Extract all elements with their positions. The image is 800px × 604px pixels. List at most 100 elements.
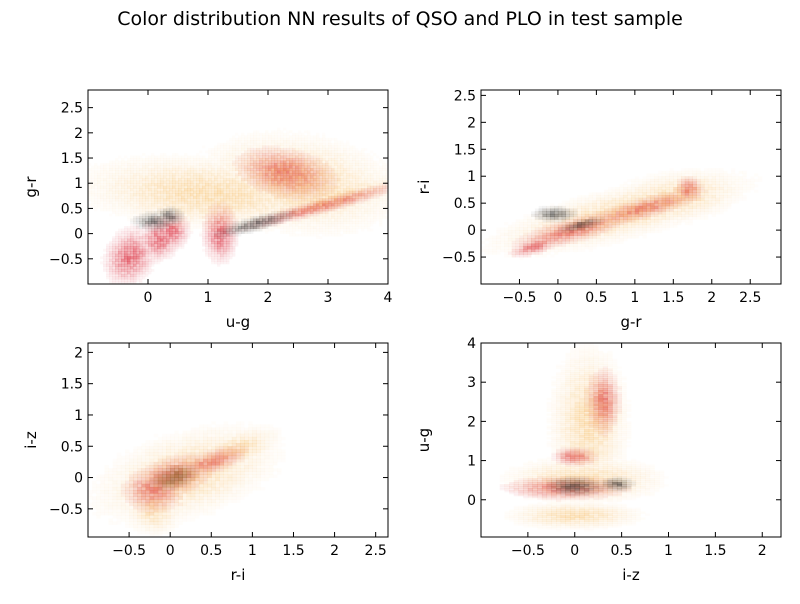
density-cell — [379, 178, 383, 182]
density-cell — [370, 165, 374, 169]
density-cell — [307, 205, 311, 209]
density-cell — [331, 215, 335, 219]
density-cell — [232, 251, 236, 255]
density-cell — [355, 195, 359, 199]
density-cell — [232, 140, 235, 143]
density-cell — [316, 178, 320, 182]
density-cell — [133, 168, 137, 172]
density-cell — [109, 198, 113, 202]
density-cell — [307, 165, 311, 169]
density-cell — [139, 190, 143, 194]
density-cell — [130, 271, 134, 275]
density-cell — [220, 215, 224, 219]
density-cell — [244, 150, 248, 154]
density-cell — [250, 135, 253, 138]
density-cell — [274, 221, 278, 224]
density-cell — [118, 246, 122, 250]
density-cell — [268, 213, 272, 217]
density-cell — [151, 233, 155, 237]
density-cell — [244, 163, 248, 166]
density-cell — [310, 208, 314, 212]
density-cell — [286, 168, 290, 172]
density-cell — [235, 195, 239, 199]
density-cell — [220, 258, 224, 262]
density-cell — [196, 175, 200, 179]
density-cell — [178, 190, 182, 194]
density-cell — [238, 198, 242, 202]
density-cell — [124, 236, 128, 240]
density-cell — [211, 203, 215, 207]
density-cell — [178, 233, 182, 237]
density-cell — [280, 150, 284, 154]
density-cell — [211, 241, 215, 245]
density-cell — [253, 170, 257, 174]
density-cell — [139, 243, 143, 247]
density-cell — [130, 216, 133, 219]
density-cell — [187, 183, 191, 187]
density-cell — [274, 133, 277, 136]
density-cell — [124, 256, 128, 260]
density-cell — [154, 183, 158, 187]
density-cell — [274, 223, 278, 227]
density-cell — [280, 160, 284, 164]
density-cell — [130, 198, 134, 202]
density-cell — [223, 226, 227, 229]
density-cell — [145, 203, 149, 207]
density-cell — [274, 200, 278, 204]
density-cell — [214, 200, 218, 204]
density-cell — [265, 183, 269, 187]
density-cell — [220, 261, 224, 265]
density-cell — [301, 173, 305, 177]
density-cell — [340, 205, 344, 209]
density-cell — [289, 165, 293, 169]
density-cell — [154, 223, 158, 227]
density-cell — [208, 236, 212, 240]
density-cell — [277, 165, 281, 169]
density-cell — [133, 156, 136, 159]
density-cell — [193, 210, 197, 214]
density-cell — [328, 180, 332, 184]
density-cell — [337, 200, 341, 204]
density-cell — [304, 170, 308, 174]
density-cell — [166, 193, 170, 197]
density-cell — [292, 205, 296, 209]
density-cell — [127, 160, 131, 164]
density-cell — [157, 236, 161, 240]
density-cell — [172, 213, 176, 217]
density-cell — [127, 180, 131, 184]
density-cell — [103, 201, 106, 204]
density-cell — [109, 258, 113, 262]
density-cell — [283, 155, 287, 159]
density-cell — [268, 147, 272, 151]
density-cell — [289, 160, 293, 164]
density-cell — [181, 210, 185, 214]
density-cell — [190, 215, 194, 219]
density-cell — [229, 185, 233, 189]
density-cell — [124, 213, 127, 216]
density-cell — [211, 183, 215, 187]
density-cell — [229, 248, 233, 252]
density-cell — [241, 150, 245, 154]
density-cell — [361, 195, 365, 199]
density-cell — [226, 226, 230, 229]
density-cell — [253, 185, 257, 189]
density-cell — [178, 218, 182, 222]
density-cell — [268, 203, 272, 207]
density-cell — [247, 185, 251, 189]
density-cell — [145, 226, 149, 229]
density-cell — [124, 193, 128, 197]
density-cell — [226, 193, 230, 197]
density-cell — [184, 195, 188, 199]
density-cell — [304, 140, 308, 144]
density-cell — [196, 193, 200, 197]
density-cell — [286, 133, 289, 136]
density-cell — [166, 256, 170, 260]
density-cell — [346, 213, 350, 217]
density-cell — [283, 170, 287, 174]
density-cell — [280, 229, 283, 232]
density-cell — [283, 218, 287, 222]
density-cell — [250, 163, 254, 166]
density-cell — [187, 205, 191, 209]
density-cell — [271, 223, 275, 227]
density-cell — [205, 183, 209, 187]
